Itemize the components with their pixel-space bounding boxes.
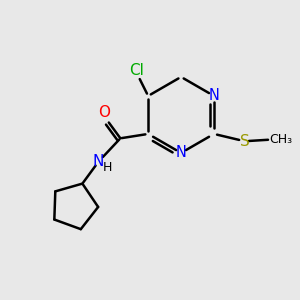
Text: S: S [240, 134, 250, 149]
Text: O: O [98, 105, 110, 120]
Text: N: N [208, 88, 219, 104]
Text: N: N [93, 154, 104, 169]
Text: CH₃: CH₃ [269, 133, 292, 146]
Text: N: N [176, 146, 187, 160]
Text: H: H [103, 161, 112, 174]
Text: Cl: Cl [129, 63, 144, 78]
